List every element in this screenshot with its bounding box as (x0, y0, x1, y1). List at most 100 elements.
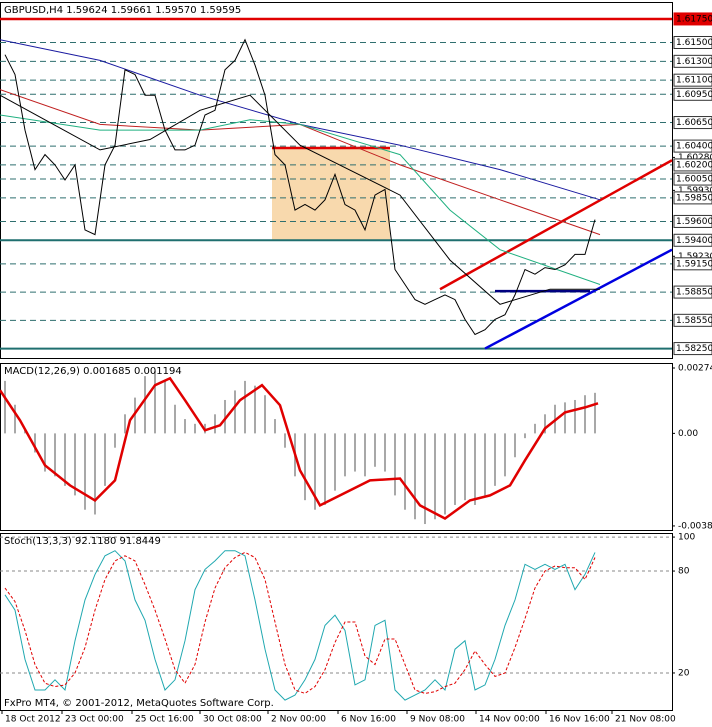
pane-title: Stoch(13,3,3) 92.1180 91.8449 (4, 536, 161, 547)
y-tick-label: 1.59230 (678, 252, 712, 262)
x-tick-label: 18 Oct 2012 (5, 715, 61, 725)
histogram-bar (354, 433, 356, 472)
histogram-bar (244, 380, 246, 434)
histogram-bar (74, 433, 76, 496)
histogram-bar (424, 433, 426, 525)
level-label: 1.60400 (676, 142, 712, 152)
y-tick-label: 80 (678, 567, 690, 577)
level-label: 1.60650 (676, 118, 712, 128)
level-label-box (673, 285, 712, 299)
histogram-bar (364, 433, 366, 477)
level-label-box (673, 342, 712, 356)
histogram-bar (434, 433, 436, 520)
trend-line (484, 248, 673, 350)
x-tick-label: 14 Nov 00:00 (479, 715, 540, 725)
x-tick-label: 9 Nov 08:00 (410, 715, 465, 725)
histogram-bar (404, 433, 406, 510)
level-label: 1.58550 (676, 316, 712, 326)
histogram-bar (304, 433, 306, 501)
histogram-bar (134, 397, 136, 434)
y-tick-label: -0.00388 (678, 521, 712, 531)
level-label: 1.61500 (676, 38, 712, 48)
level-label-box (673, 87, 712, 101)
histogram-bar (84, 433, 86, 510)
histogram-bar (154, 371, 156, 434)
histogram-bar (394, 433, 396, 496)
histogram-bar (564, 402, 566, 434)
histogram-bar (344, 433, 346, 477)
histogram-bar (454, 433, 456, 505)
level-label: 1.61300 (676, 57, 712, 67)
histogram-bar (334, 433, 336, 491)
histogram-bar (314, 433, 316, 510)
trend-line (439, 159, 673, 291)
histogram-bar (54, 433, 56, 477)
histogram-bar (444, 433, 446, 515)
histogram-bar (34, 433, 36, 453)
level-label-box (673, 12, 712, 26)
histogram-bar (44, 433, 46, 472)
level-label: 1.59400 (676, 236, 712, 246)
y-tick-label: 20 (678, 668, 690, 678)
histogram-bar (594, 392, 596, 434)
level-label: 1.60200 (676, 160, 712, 170)
level-label: 1.59850 (676, 193, 712, 203)
histogram-bar (574, 399, 576, 434)
level-label: 1.58250 (676, 344, 712, 354)
histogram-bar (274, 419, 276, 434)
histogram-bar (534, 423, 536, 434)
histogram-bar (94, 433, 96, 515)
y-tick-label: 100 (678, 533, 695, 543)
pane-title: GBPUSD,H4 1.59624 1.59661 1.59570 1.5959… (4, 5, 241, 16)
histogram-bar (514, 433, 516, 458)
pane-frame (0, 533, 673, 711)
level-label: 1.61100 (676, 76, 712, 86)
level-label: 1.58850 (676, 288, 712, 298)
series-line (0, 114, 601, 285)
histogram-bar (494, 433, 496, 486)
histogram-bar (414, 433, 416, 520)
series-line (0, 94, 600, 305)
x-tick-label: 16 Nov 16:00 (549, 715, 610, 725)
histogram-bar (284, 433, 286, 448)
histogram-bar (64, 433, 66, 486)
level-label: 1.60950 (676, 90, 712, 100)
histogram-bar (184, 419, 186, 434)
histogram-bar (234, 390, 236, 434)
level-label-box (673, 214, 712, 228)
level-label: 1.61750 (676, 14, 712, 24)
histogram-bar (4, 380, 6, 434)
series-line (0, 376, 599, 520)
level-label-box (673, 158, 712, 172)
histogram-bar (264, 395, 266, 434)
histogram-bar (474, 433, 476, 505)
level-label-box (673, 73, 712, 87)
histogram-bar (544, 414, 546, 434)
histogram-bar (584, 395, 586, 434)
histogram-bar (124, 414, 126, 434)
histogram-bar (214, 414, 216, 434)
histogram-bar (104, 433, 106, 486)
histogram-bar (374, 433, 376, 467)
level-label: 1.60050 (676, 175, 712, 185)
series-line (4, 550, 596, 701)
level-label: 1.59600 (676, 217, 712, 227)
pane-frame (0, 363, 673, 531)
histogram-bar (524, 433, 526, 439)
series-line (4, 38, 596, 336)
histogram-bar (484, 433, 486, 496)
histogram-bar (174, 404, 176, 434)
histogram-bar (464, 433, 466, 501)
level-label-box (673, 139, 712, 153)
x-tick-label: 23 Oct 00:00 (65, 715, 124, 725)
y-tick-label: 1.60280 (678, 153, 712, 163)
level-label-box (673, 116, 712, 130)
histogram-bar (224, 399, 226, 434)
annotation: FxPro MT4, © 2001-2012, MetaQuotes Softw… (4, 698, 274, 709)
histogram-bar (144, 376, 146, 434)
level-label-box (673, 313, 712, 327)
histogram-bar (194, 423, 196, 434)
x-tick-label: 25 Oct 16:00 (135, 715, 194, 725)
histogram-bar (324, 433, 326, 505)
